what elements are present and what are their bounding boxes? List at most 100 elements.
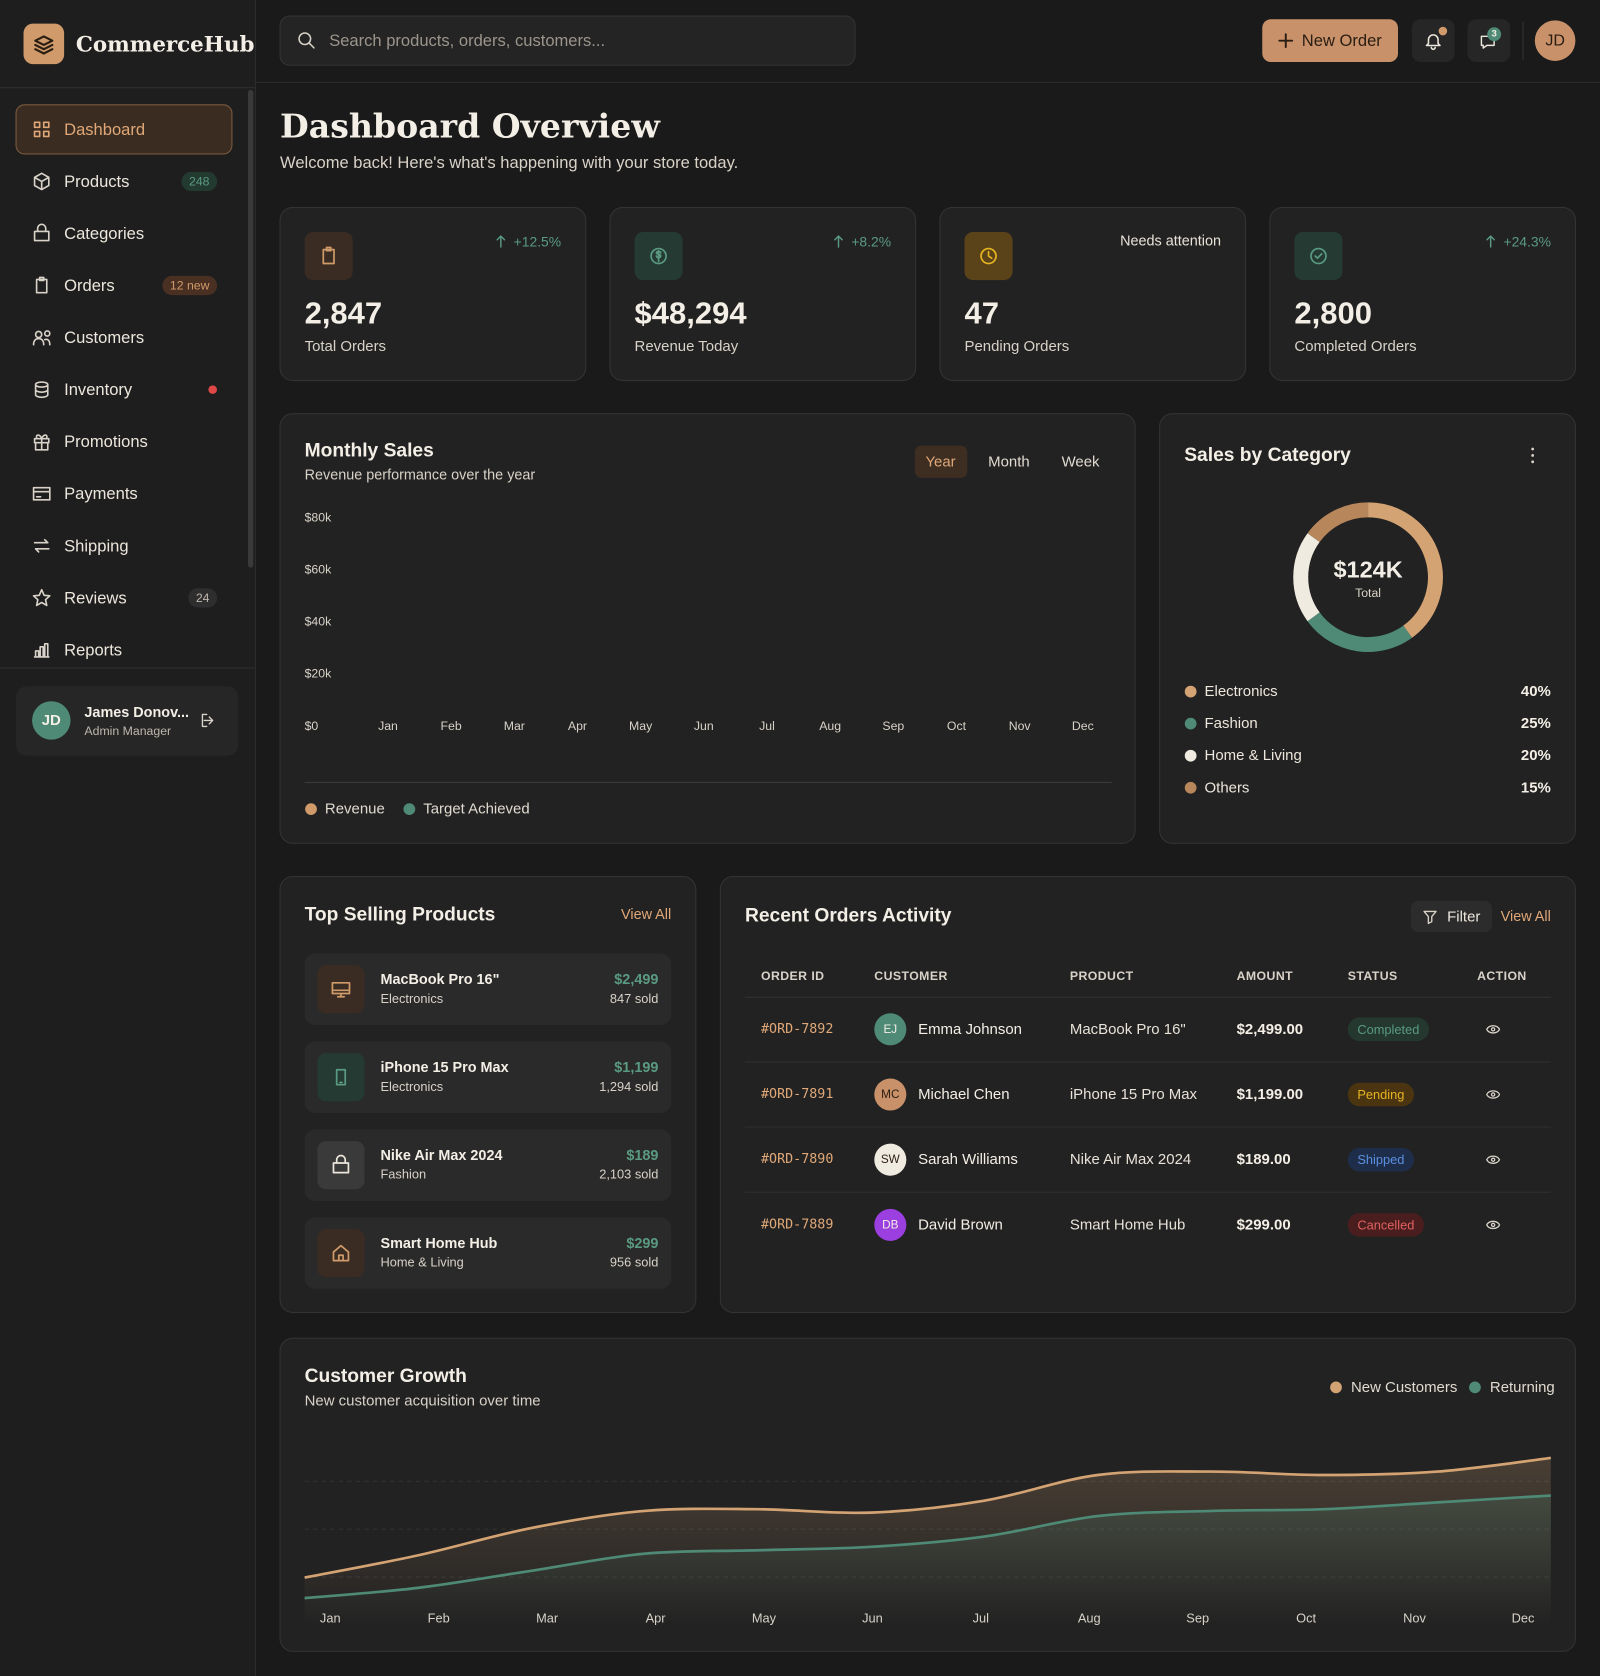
x-tick-label: Feb [441,719,462,733]
product-price: $2,499 [614,972,658,988]
product-icon-box [317,965,365,1014]
nav-label: Reviews [64,588,127,607]
order-product: Nike Air Max 2024 [1070,1151,1191,1168]
pill [1347,1082,1415,1107]
x-tick-label: Sep [1186,1611,1209,1626]
stat-label: Revenue Today [635,338,739,355]
order-id: #ORD-7890 [761,1152,833,1167]
customer-initials: DB [882,1218,898,1231]
status-dot [208,385,217,394]
x-tick-label: Jul [973,1611,989,1626]
product-row[interactable] [304,1129,672,1201]
product-row[interactable] [304,1217,672,1289]
x-tick-label: May [752,1611,777,1626]
search-box[interactable] [279,15,856,66]
legend-dot [1184,685,1197,698]
product-name: Smart Home Hub [380,1236,497,1252]
x-tick-label: May [629,719,653,733]
product-name: iPhone 15 Pro Max [380,1060,508,1076]
tab[interactable]: Year [925,453,955,470]
header-avatar [1534,20,1576,61]
donut-center-value: $124K [1333,557,1402,583]
order-amount: $299.00 [1237,1216,1291,1233]
stat-card [939,206,1247,382]
legend-dot [1184,781,1197,794]
legend-label: Others [1205,779,1250,796]
y-tick-label: $40k [305,615,332,629]
icon [32,486,51,501]
nav-label: Inventory [64,380,133,399]
icon [33,434,50,451]
icon [650,247,667,265]
legend-label: Revenue [325,801,385,818]
icon [34,381,49,399]
legend-label: Electronics [1205,683,1278,700]
column-header: CUSTOMER [874,969,947,983]
icon [1486,1090,1501,1099]
filter-button[interactable] [1410,901,1493,933]
stat-label: Pending Orders [964,338,1069,355]
x-tick-label: Feb [428,1611,450,1626]
icon [332,1244,350,1262]
page-title: Dashboard Overview [280,107,661,146]
nav-badge: 24 [196,591,210,605]
icon [32,588,51,607]
stat-change: +12.5% [514,234,561,250]
column-header: ACTION [1477,969,1527,983]
nav-active[interactable] [15,104,233,155]
order-amount: $1,199.00 [1237,1086,1304,1103]
user-role: Admin Manager [84,724,171,738]
legend-label: New Customers [1351,1379,1457,1396]
column-header: STATUS [1348,969,1398,983]
x-tick-label: Sep [882,719,904,733]
monthly-sales-card [279,413,1136,844]
icon [33,121,50,138]
stat-icon-box [304,231,353,281]
icon [1486,1025,1501,1034]
customer-avatar [874,1013,907,1046]
order-id: #ORD-7889 [761,1217,833,1232]
stat-value: 2,800 [1294,296,1372,331]
orders-card [719,875,1576,1314]
nav-label: Dashboard [64,120,145,139]
icon [834,235,843,248]
new-order-button[interactable] [1262,19,1398,63]
pill [162,275,218,296]
pill [188,588,218,608]
product-row[interactable] [304,953,672,1026]
legend-label: Target Achieved [423,801,529,818]
legend-dot [1330,1381,1342,1394]
status-badge: Cancelled [1357,1217,1414,1232]
stat-value: 2,847 [305,296,383,331]
messages-button[interactable] [1467,19,1511,63]
column-header: AMOUNT [1237,969,1294,983]
tab[interactable]: Week [1062,453,1100,470]
tab-active[interactable] [914,445,968,478]
view-all-link[interactable]: View All [621,907,671,923]
product-row[interactable] [304,1041,672,1114]
view-all-link[interactable]: View All [1501,909,1551,925]
icon [33,172,50,191]
x-tick-label: Oct [1296,1611,1316,1626]
x-tick-label: Mar [504,719,525,733]
stat-change: +24.3% [1503,234,1550,250]
y-tick-label: $0 [305,719,319,733]
icon [1278,33,1294,49]
messages-badge: 3 [1492,29,1497,40]
x-tick-label: Dec [1512,1611,1535,1626]
x-tick-label: Jan [378,719,398,733]
legend-dot [305,803,317,816]
tab[interactable]: Month [988,453,1030,470]
notifications-button[interactable] [1411,19,1455,63]
order-product: MacBook Pro 16" [1070,1021,1186,1038]
product-sold: 956 sold [610,1255,658,1270]
icon [1310,247,1327,265]
column-header: ORDER ID [761,969,824,983]
status-badge: Pending [1357,1087,1404,1102]
messages-badge-dot [1487,27,1502,42]
icon [201,713,214,728]
donut-segment [1307,502,1369,543]
product-price: $1,199 [614,1060,658,1076]
stat-value: 47 [964,296,998,331]
order-product: iPhone 15 Pro Max [1070,1086,1198,1103]
